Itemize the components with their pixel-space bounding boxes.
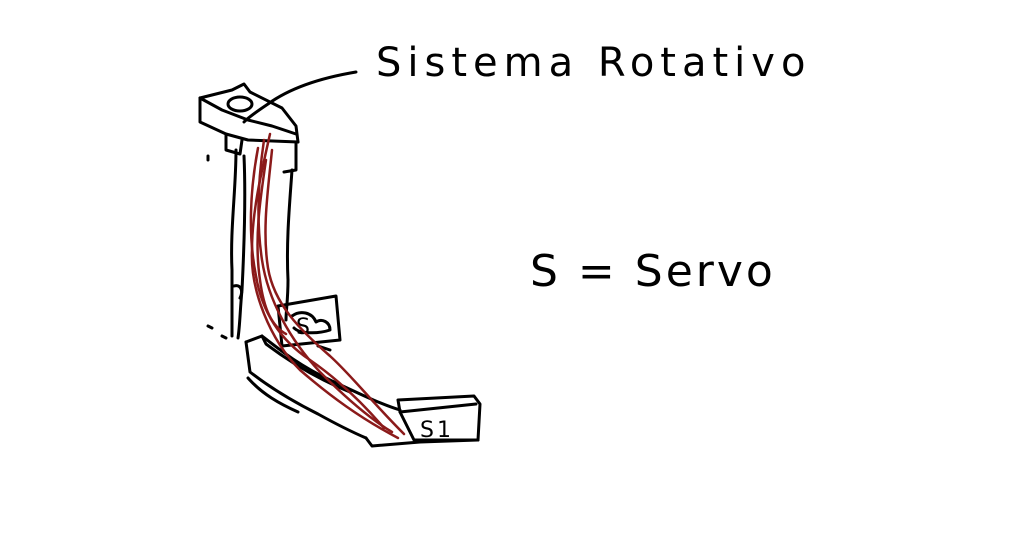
servo-base-box: S1 xyxy=(396,394,482,443)
leader-line xyxy=(242,70,358,124)
legend-label: S = Servo xyxy=(530,246,776,297)
title-label: Sistema Rotativo xyxy=(376,40,811,86)
base-arm xyxy=(206,324,480,448)
wire-bundle xyxy=(249,132,406,440)
vertical-column xyxy=(230,148,294,340)
rotation-hole xyxy=(226,95,254,113)
rotating-top-block xyxy=(198,82,300,174)
servo-base-label: S1 xyxy=(420,418,454,443)
